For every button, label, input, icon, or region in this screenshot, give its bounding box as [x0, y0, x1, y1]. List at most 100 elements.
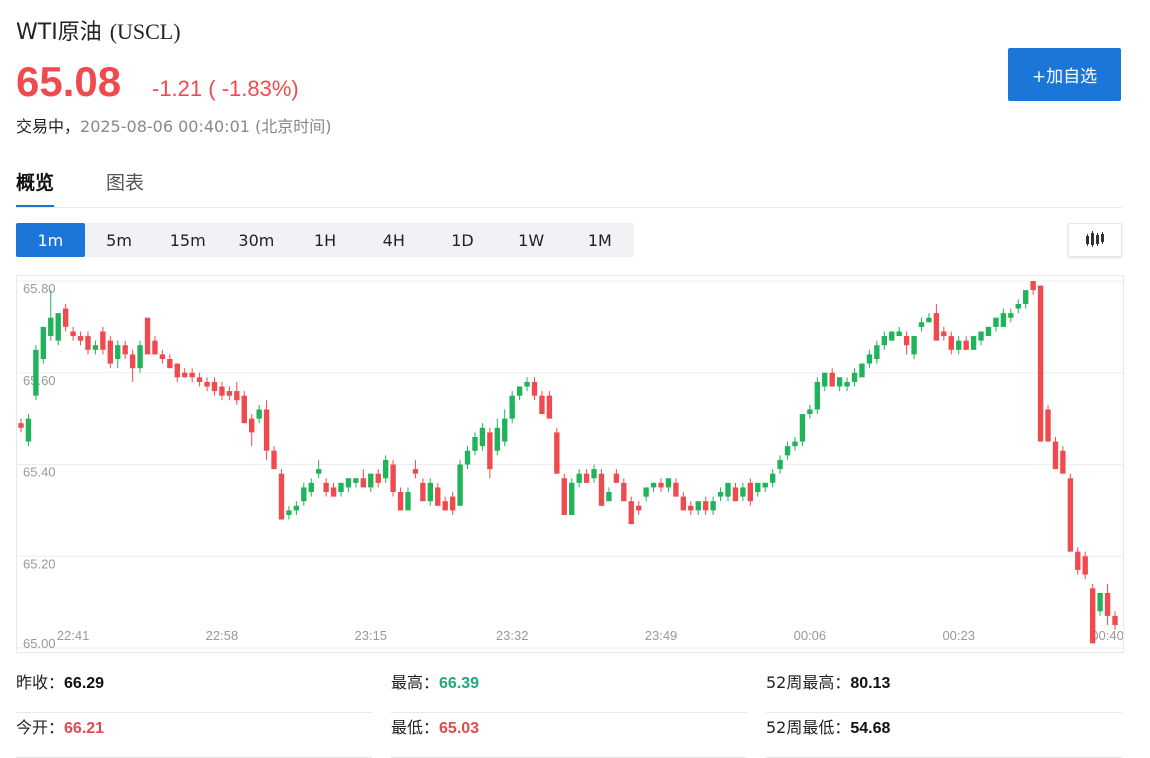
candle-body: [710, 501, 716, 511]
candle-body: [442, 501, 448, 511]
candle-body: [658, 482, 664, 488]
y-tick-label: 65.60: [23, 373, 56, 388]
candle-body: [807, 409, 813, 415]
candle-body: [598, 473, 605, 506]
period-button[interactable]: 1W: [518, 230, 545, 250]
candle-body: [688, 505, 694, 511]
candle-body: [375, 473, 381, 483]
period-button[interactable]: 4H: [382, 230, 405, 250]
candle-body: [100, 331, 106, 350]
x-tick-label: 22:41: [57, 628, 90, 643]
candle-body: [472, 436, 478, 451]
candle-body: [494, 427, 500, 451]
stat-value: 66.29: [64, 675, 105, 692]
candle-body: [1008, 313, 1014, 318]
tab[interactable]: 概览: [16, 168, 55, 208]
candle-body: [449, 496, 456, 511]
candle-body: [390, 464, 396, 493]
candle-icon: [1086, 231, 1104, 247]
candle-body: [189, 372, 195, 378]
stat: 最高：66.39: [391, 668, 747, 713]
candle-body: [152, 340, 158, 355]
x-tick-label: 00:06: [794, 628, 827, 643]
candle-body: [323, 482, 329, 493]
candle-body: [405, 492, 411, 511]
period-button[interactable]: 15m: [169, 230, 206, 250]
candle-body: [308, 482, 314, 493]
y-tick-label: 65.00: [23, 636, 56, 651]
candle-body: [554, 432, 560, 474]
candle-body: [479, 427, 486, 447]
candle-body: [1089, 588, 1096, 644]
x-tick-label: 00:40: [1091, 628, 1124, 643]
period-button[interactable]: 1m: [16, 223, 85, 257]
candle-body: [1045, 409, 1051, 442]
candle-body: [353, 478, 359, 483]
candle-body: [836, 377, 843, 387]
chart-type-button[interactable]: [1068, 223, 1122, 257]
candle-body: [695, 501, 701, 511]
candle-body: [249, 418, 255, 433]
candle-body: [420, 482, 426, 502]
stat: 今开：66.21: [16, 713, 372, 758]
candle-body: [561, 478, 567, 515]
candle-body: [502, 418, 508, 442]
candle-body: [903, 336, 910, 346]
candle-body: [1112, 615, 1118, 626]
stat-label: 52周最低：: [766, 718, 851, 737]
candle-body: [167, 358, 173, 369]
tab[interactable]: 图表: [106, 172, 145, 194]
candle-body: [368, 473, 374, 488]
candle-body: [92, 345, 99, 350]
candle-body: [159, 354, 166, 359]
candle-body: [643, 487, 649, 497]
period-button[interactable]: 5m: [106, 230, 132, 250]
period-button[interactable]: 1D: [451, 230, 474, 250]
candle-body: [703, 501, 709, 511]
candle-body: [762, 482, 768, 488]
candle-body: [1037, 285, 1044, 442]
candle-body: [25, 418, 32, 442]
stat-value: 80.13: [850, 675, 891, 692]
candle-body: [673, 482, 679, 497]
y-tick-label: 65.80: [23, 281, 56, 296]
candle-body: [591, 469, 597, 479]
x-tick-label: 23:15: [355, 628, 388, 643]
candle-body: [345, 478, 352, 488]
candle-body: [256, 409, 262, 419]
candle-body: [717, 492, 724, 497]
candle-body: [732, 487, 739, 502]
stat-value: 54.68: [850, 720, 891, 737]
candle-body: [546, 395, 553, 419]
status-line: 交易中，2025-08-06 00:40:01 (北京时间): [16, 113, 332, 137]
candle-body: [107, 340, 113, 364]
chart: 65.00 65.20 65.40 65.60 65.80 22:41 22:58 23:15…: [16, 275, 1124, 653]
candle-body: [889, 331, 895, 341]
candle-body: [397, 492, 404, 511]
period-button[interactable]: 30m: [238, 230, 275, 250]
period-button[interactable]: 1M: [587, 230, 612, 250]
candle-body: [569, 482, 575, 515]
candle-body: [822, 372, 828, 387]
candle-body: [926, 317, 932, 323]
candle-body: [271, 450, 277, 470]
period-button[interactable]: 1H: [313, 230, 337, 250]
stat-label: 最高：: [391, 673, 440, 692]
candle-body: [948, 336, 954, 350]
candle-body: [1052, 441, 1059, 470]
candle-body: [487, 432, 493, 470]
stat: 52周最高：80.13: [766, 668, 1122, 713]
stat-value: 66.39: [439, 675, 480, 692]
candle-body: [755, 482, 761, 493]
candle-body: [1023, 290, 1029, 304]
candle-body: [1097, 592, 1103, 612]
candle-body: [740, 487, 746, 497]
candle-body: [896, 331, 902, 337]
add-watchlist-button[interactable]: +加自选: [1008, 48, 1121, 101]
candle-body: [1067, 478, 1074, 552]
candle-body: [576, 473, 582, 483]
candle-body: [531, 381, 538, 396]
candle-body: [1030, 281, 1036, 291]
change-value: -1.21: [152, 76, 203, 101]
